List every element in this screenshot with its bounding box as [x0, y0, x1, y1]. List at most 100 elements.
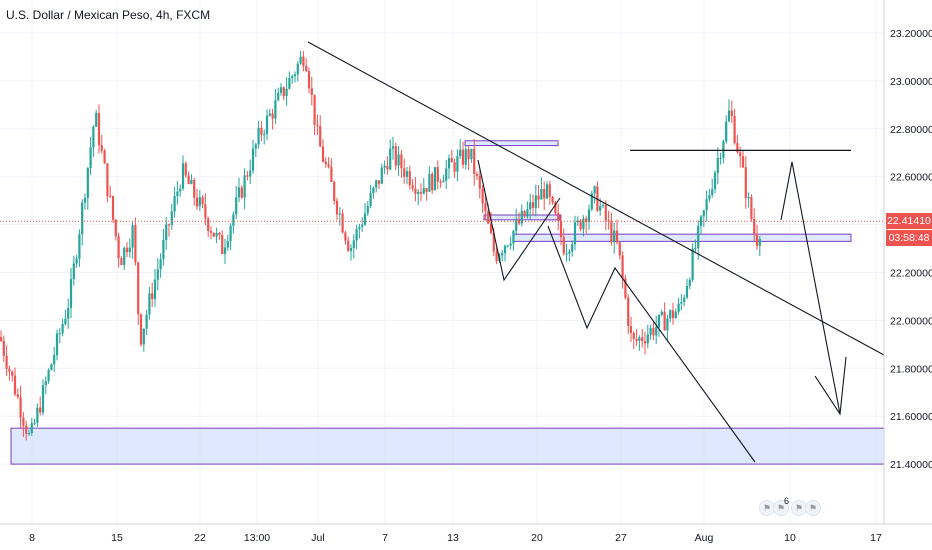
candle-body [100, 145, 103, 151]
candle-body [450, 158, 453, 163]
candle-body [624, 278, 627, 298]
candle-body [190, 180, 193, 184]
candle-body [554, 202, 557, 214]
candle-body [607, 220, 610, 222]
candle-body [22, 417, 25, 426]
candle-body [50, 364, 53, 371]
candle-body [627, 297, 630, 327]
candle-body [176, 191, 179, 197]
candle-body [705, 199, 708, 211]
candle-body [526, 209, 529, 217]
candle-body [481, 188, 484, 204]
candle-body [260, 127, 263, 135]
candle-body [195, 197, 199, 207]
candle-body [0, 337, 3, 341]
candle-body [81, 202, 84, 235]
candle-body [755, 233, 759, 246]
candle-body [83, 197, 87, 203]
candle-body [632, 333, 635, 339]
candle-body [610, 221, 613, 243]
candle-body [291, 76, 294, 78]
candle-body [11, 371, 14, 376]
candle-body [355, 229, 358, 241]
candles-layer [0, 50, 761, 441]
candle-body [579, 220, 582, 230]
support-zone [10, 427, 885, 465]
candle-body [279, 87, 283, 93]
candle-body [293, 74, 297, 77]
candle-body [120, 258, 123, 266]
candle-body [744, 167, 747, 199]
candle-body [109, 195, 112, 197]
candle-body [467, 149, 470, 160]
candle-body [537, 195, 540, 200]
candle-body [162, 239, 165, 260]
candle-body [170, 211, 173, 226]
candle-body [69, 279, 73, 308]
candle-body [218, 232, 221, 235]
candle-body [453, 162, 456, 172]
candle-body [333, 181, 336, 201]
time-tick-label: 13:00 [244, 532, 270, 544]
candle-body [30, 423, 33, 434]
time-tick-label: 13 [447, 532, 459, 544]
candle-body [568, 251, 571, 254]
candle-body [106, 163, 109, 196]
candle-body [436, 167, 439, 182]
candle-body [92, 126, 95, 148]
time-tick-label: 8 [29, 532, 35, 544]
candle-body [405, 171, 409, 177]
candle-body [559, 220, 563, 238]
candle-body [386, 165, 389, 170]
candle-body [383, 165, 386, 168]
candle-body [268, 113, 271, 116]
candle-body [646, 334, 649, 344]
candle-body [2, 340, 5, 356]
candle-body [67, 307, 70, 319]
candle-body [403, 168, 406, 177]
candle-body [184, 163, 187, 176]
candle-body [753, 218, 756, 234]
candle-body [237, 187, 241, 198]
candle-body [134, 225, 137, 263]
candle-body [515, 219, 518, 231]
candle-body [246, 175, 249, 177]
candle-body [86, 168, 89, 198]
candle-body [604, 205, 607, 221]
candle-body [173, 196, 176, 212]
candle-body [316, 124, 319, 127]
candle-body [377, 180, 381, 184]
candle-body [750, 196, 753, 219]
candle-body [55, 333, 59, 356]
candle-body [380, 167, 383, 184]
candle-body [445, 168, 448, 181]
candle-body [727, 110, 731, 122]
price-tick-label: 22.20000 [890, 268, 932, 280]
candle-body [187, 175, 190, 184]
candle-body [716, 158, 719, 173]
candle-body [8, 368, 11, 372]
event-flag-icon[interactable]: ⚑ [773, 500, 789, 516]
candle-body [137, 262, 140, 315]
candle-body [666, 318, 669, 331]
time-tick-label: 27 [615, 532, 627, 544]
candle-body [263, 134, 266, 136]
candle-body [89, 147, 92, 169]
event-flag-icon[interactable]: ⚑ [791, 500, 807, 516]
candle-body [582, 218, 585, 230]
candle-body [739, 152, 742, 157]
candle-body [254, 144, 257, 149]
candle-body [470, 148, 473, 160]
time-tick-label: 22 [194, 532, 206, 544]
candle-body [235, 197, 238, 215]
candle-body [123, 247, 126, 266]
candle-body [198, 197, 201, 207]
candle-body [114, 219, 117, 237]
candle-body [736, 143, 739, 153]
candle-body [36, 407, 39, 423]
event-flag-icon[interactable]: ⚑ [805, 500, 821, 516]
candle-body [25, 425, 28, 434]
candle-body [319, 126, 322, 147]
candle-body [232, 214, 235, 226]
